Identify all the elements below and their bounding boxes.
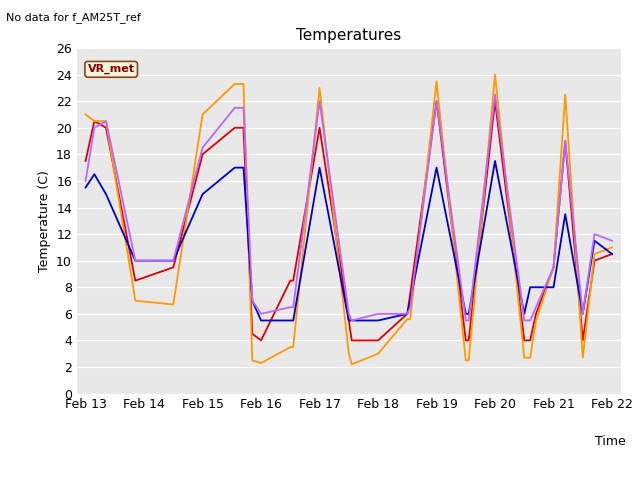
Y-axis label: Temperature (C): Temperature (C) (38, 170, 51, 272)
Legend: Panel T, Old Ref Temp, HMP45 T, CNR1 PRT: Panel T, Old Ref Temp, HMP45 T, CNR1 PRT (136, 476, 562, 480)
X-axis label: Time: Time (595, 435, 625, 448)
Text: VR_met: VR_met (88, 64, 134, 74)
Title: Temperatures: Temperatures (296, 28, 401, 43)
Text: No data for f_AM25T_ref: No data for f_AM25T_ref (6, 12, 141, 23)
